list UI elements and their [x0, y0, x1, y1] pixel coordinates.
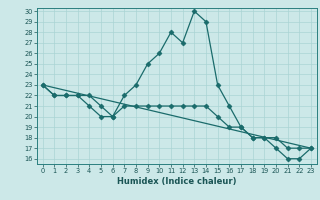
X-axis label: Humidex (Indice chaleur): Humidex (Indice chaleur) [117, 177, 236, 186]
